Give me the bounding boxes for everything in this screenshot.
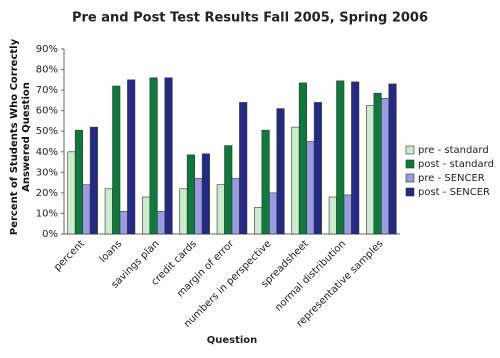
bar bbox=[291, 126, 300, 235]
bar bbox=[351, 81, 360, 235]
y-tick-label: 50% bbox=[36, 126, 58, 137]
bar bbox=[157, 211, 166, 235]
chart-title: Pre and Post Test Results Fall 2005, Spr… bbox=[72, 11, 428, 26]
legend-label: post - SENCER bbox=[418, 187, 490, 198]
bar bbox=[328, 196, 337, 235]
legend-swatch bbox=[405, 173, 415, 183]
bar bbox=[216, 184, 225, 235]
bar bbox=[298, 82, 307, 235]
y-tick-label: 60% bbox=[36, 106, 58, 117]
bar bbox=[67, 151, 76, 235]
bar bbox=[74, 129, 83, 235]
x-axis-title: Question bbox=[207, 335, 258, 346]
bar bbox=[127, 79, 136, 235]
legend-label: post - standard bbox=[418, 159, 494, 170]
bar bbox=[104, 188, 113, 235]
bar bbox=[381, 98, 390, 235]
bar bbox=[164, 77, 173, 235]
bar bbox=[149, 77, 158, 235]
y-tick-label: 20% bbox=[36, 188, 58, 199]
legend-swatch bbox=[405, 145, 415, 155]
bar bbox=[336, 80, 345, 235]
y-tick-label: 70% bbox=[36, 85, 58, 96]
y-tick-label: 80% bbox=[36, 65, 58, 76]
y-tick-label: 40% bbox=[36, 147, 58, 158]
y-axis-title: Percent of Students Who Correctly Answer… bbox=[9, 38, 32, 236]
legend-swatch bbox=[405, 159, 415, 169]
y-tick-label: 90% bbox=[36, 44, 58, 55]
bar bbox=[343, 194, 352, 235]
bar bbox=[179, 188, 188, 235]
y-tick-label: 0% bbox=[42, 229, 58, 240]
legend-label: pre - SENCER bbox=[418, 173, 485, 184]
bar bbox=[119, 211, 128, 235]
bar bbox=[269, 192, 278, 235]
bar bbox=[254, 206, 263, 235]
bar bbox=[239, 102, 248, 235]
bar bbox=[276, 108, 285, 235]
bar bbox=[366, 105, 375, 235]
bar bbox=[186, 154, 195, 235]
y-tick-label: 10% bbox=[36, 208, 58, 219]
bar bbox=[373, 92, 382, 235]
bar bbox=[142, 196, 151, 235]
bar bbox=[201, 153, 210, 235]
bar bbox=[82, 184, 91, 235]
bar bbox=[224, 145, 233, 235]
x-tick-label: loans bbox=[98, 238, 125, 265]
bar bbox=[388, 83, 397, 235]
bar bbox=[231, 178, 240, 235]
y-tick-label: 30% bbox=[36, 167, 58, 178]
bar bbox=[306, 141, 315, 235]
bar bbox=[112, 85, 121, 235]
bar bbox=[261, 129, 270, 235]
bar bbox=[194, 178, 203, 235]
bar bbox=[89, 126, 98, 235]
bar bbox=[313, 102, 322, 235]
legend-swatch bbox=[405, 187, 415, 197]
legend-label: pre - standard bbox=[418, 145, 489, 156]
x-tick-label: normal distribution bbox=[273, 238, 348, 313]
x-tick-label: percent bbox=[52, 238, 87, 273]
